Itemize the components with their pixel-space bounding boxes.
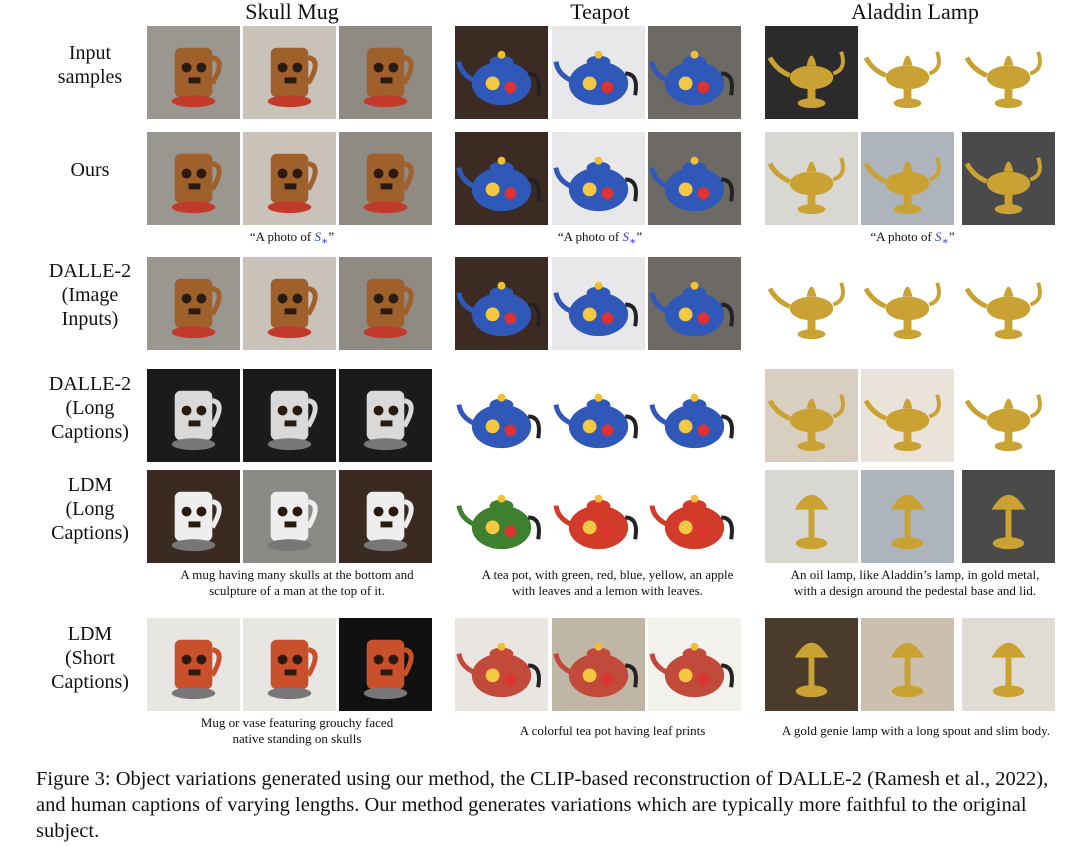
dalle2-image-teapot-image-1 bbox=[455, 257, 548, 350]
ours-aladdin-lamp-image-1 bbox=[765, 132, 858, 225]
ldm-long-caption-skull-mug: A mug having many skulls at the bottom a… bbox=[180, 567, 414, 598]
dalle2-long-teapot-image-2 bbox=[552, 369, 645, 462]
input-aladdin-lamp-image-1 bbox=[765, 26, 858, 119]
row-label-ours: Ours bbox=[70, 159, 110, 181]
row-label-ldm-short-captions: LDM (Short Captions) bbox=[51, 623, 129, 693]
ours-aladdin-lamp-image-2 bbox=[861, 132, 954, 225]
input-teapot-image-2 bbox=[552, 26, 645, 119]
dalle2-long-teapot-image-3 bbox=[648, 369, 741, 462]
dalle2-long-teapot-image-1 bbox=[455, 369, 548, 462]
column-title-teapot: Teapot bbox=[570, 0, 630, 24]
ours-aladdin-lamp-image-3 bbox=[962, 132, 1055, 225]
ldm-short-aladdin-lamp-image-1 bbox=[765, 618, 858, 711]
dalle2-image-aladdin-lamp-image-2 bbox=[861, 257, 954, 350]
dalle2-image-skull-mug-image-2 bbox=[243, 257, 336, 350]
row-label-dalle2-image-inputs: DALLE-2 (Image Inputs) bbox=[48, 260, 132, 330]
dalle2-image-aladdin-lamp-image-1 bbox=[765, 257, 858, 350]
ldm-short-skull-mug-image-1 bbox=[147, 618, 240, 711]
ldm-long-teapot-image-3 bbox=[648, 470, 741, 563]
ours-caption-skull-mug: “A photo of S∗” bbox=[249, 229, 335, 248]
dalle2-image-skull-mug-image-1 bbox=[147, 257, 240, 350]
column-title-skull-mug: Skull Mug bbox=[245, 0, 339, 24]
ldm-long-skull-mug-image-2 bbox=[243, 470, 336, 563]
ldm-short-caption-aladdin-lamp: A gold genie lamp with a long spout and … bbox=[781, 723, 1051, 738]
dalle2-image-teapot-image-2 bbox=[552, 257, 645, 350]
ldm-short-caption-teapot: A colorful tea pot having leaf prints bbox=[519, 723, 706, 738]
dalle2-long-skull-mug-image-3 bbox=[339, 369, 432, 462]
ours-caption-aladdin-lamp: “A photo of S∗” bbox=[870, 229, 955, 248]
ours-teapot-image-1 bbox=[455, 132, 548, 225]
column-title-aladdin-lamp: Aladdin Lamp bbox=[851, 0, 979, 24]
ldm-short-skull-mug-image-3 bbox=[339, 618, 432, 711]
ldm-long-caption-teapot: A tea pot, with green, red, blue, yellow… bbox=[481, 567, 734, 598]
ldm-long-aladdin-lamp-image-3 bbox=[962, 470, 1055, 563]
dalle2-long-aladdin-lamp-image-3 bbox=[962, 369, 1055, 462]
row-label-dalle2-long-captions: DALLE-2 (Long Captions) bbox=[48, 373, 132, 443]
ldm-short-caption-skull-mug: Mug or vase featuring grouchy faced nativ… bbox=[200, 715, 394, 746]
ldm-long-skull-mug-image-1 bbox=[147, 470, 240, 563]
ldm-short-aladdin-lamp-image-2 bbox=[861, 618, 954, 711]
ours-skull-mug-image-3 bbox=[339, 132, 432, 225]
ldm-long-aladdin-lamp-image-2 bbox=[861, 470, 954, 563]
ldm-short-aladdin-lamp-image-3 bbox=[962, 618, 1055, 711]
ours-caption-teapot: “A photo of S∗” bbox=[557, 229, 643, 248]
ours-teapot-image-3 bbox=[648, 132, 741, 225]
figure-caption: Figure 3: Object variations generated us… bbox=[36, 768, 1049, 842]
dalle2-long-skull-mug-image-2 bbox=[243, 369, 336, 462]
ldm-long-teapot-image-1 bbox=[455, 470, 548, 563]
ldm-long-caption-aladdin-lamp: An oil lamp, like Aladdin’s lamp, in gol… bbox=[790, 567, 1040, 598]
ldm-long-aladdin-lamp-image-1 bbox=[765, 470, 858, 563]
input-teapot-image-1 bbox=[455, 26, 548, 119]
input-aladdin-lamp-image-2 bbox=[861, 26, 954, 119]
ours-teapot-image-2 bbox=[552, 132, 645, 225]
row-label-input-samples: Input samples bbox=[57, 42, 123, 88]
dalle2-image-aladdin-lamp-image-3 bbox=[962, 257, 1055, 350]
input-aladdin-lamp-image-3 bbox=[962, 26, 1055, 119]
ldm-short-teapot-image-3 bbox=[648, 618, 741, 711]
ours-skull-mug-image-2 bbox=[243, 132, 336, 225]
ldm-long-teapot-image-2 bbox=[552, 470, 645, 563]
input-skull-mug-image-2 bbox=[243, 26, 336, 119]
input-skull-mug-image-3 bbox=[339, 26, 432, 119]
ldm-short-teapot-image-1 bbox=[455, 618, 548, 711]
dalle2-long-aladdin-lamp-image-1 bbox=[765, 369, 858, 462]
dalle2-image-teapot-image-3 bbox=[648, 257, 741, 350]
ldm-short-skull-mug-image-2 bbox=[243, 618, 336, 711]
dalle2-long-skull-mug-image-1 bbox=[147, 369, 240, 462]
dalle2-image-skull-mug-image-3 bbox=[339, 257, 432, 350]
ldm-short-teapot-image-2 bbox=[552, 618, 645, 711]
ldm-long-skull-mug-image-3 bbox=[339, 470, 432, 563]
ours-skull-mug-image-1 bbox=[147, 132, 240, 225]
input-skull-mug-image-1 bbox=[147, 26, 240, 119]
input-teapot-image-3 bbox=[648, 26, 741, 119]
dalle2-long-aladdin-lamp-image-2 bbox=[861, 369, 954, 462]
row-label-ldm-long-captions: LDM (Long Captions) bbox=[51, 474, 129, 544]
